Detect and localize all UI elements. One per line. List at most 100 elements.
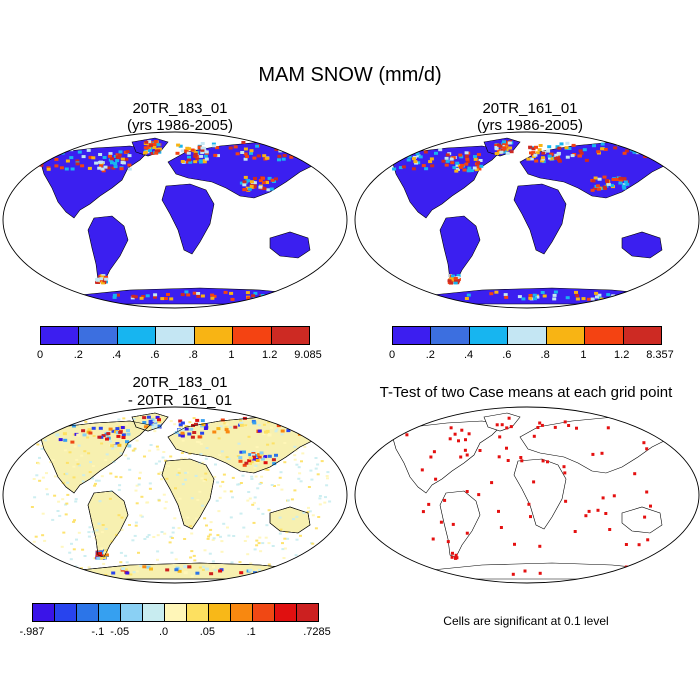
diff-cell <box>53 475 57 478</box>
snow-cell <box>533 297 537 301</box>
snow-cell <box>456 279 461 283</box>
colorbar-tick-label: -.1 <box>91 626 105 638</box>
diff-cell <box>132 571 136 574</box>
diff-cell <box>246 499 250 502</box>
diff-cell <box>170 551 174 554</box>
snow-cell <box>253 291 258 295</box>
diff-cell <box>272 462 277 466</box>
diff-cell <box>157 424 162 428</box>
diff-cell <box>154 419 159 423</box>
snow-cell <box>610 183 615 187</box>
diff-cell <box>15 424 20 428</box>
diff-cell <box>110 444 115 448</box>
diff-cell <box>178 497 182 500</box>
snow-cell <box>199 160 203 164</box>
snow-cell <box>508 146 513 150</box>
diff-cell <box>271 458 276 462</box>
diff-cell <box>251 453 255 457</box>
snow-cell <box>110 157 115 161</box>
diff-cell <box>242 526 246 529</box>
snow-cell <box>25 162 30 166</box>
snow-cell <box>151 142 156 146</box>
snow-cell <box>622 186 627 190</box>
snow-cell <box>622 297 626 301</box>
snow-cell <box>164 297 168 300</box>
significant-cell <box>451 551 454 555</box>
diff-cell <box>211 539 215 541</box>
diff-cell <box>237 442 241 445</box>
diff-cell <box>204 472 208 475</box>
snow-cell <box>503 293 508 297</box>
diff-cell <box>120 426 125 429</box>
snow-cell <box>479 164 484 168</box>
snow-cell <box>127 167 132 171</box>
diff-cell <box>199 453 203 455</box>
diff-cell <box>211 560 215 563</box>
snow-cell <box>636 146 640 150</box>
diff-cell <box>197 441 201 444</box>
diff-cell <box>73 519 76 522</box>
snow-cell <box>595 295 599 299</box>
snow-cell <box>196 292 201 295</box>
snow-cell <box>193 152 198 156</box>
snow-cell <box>204 157 209 161</box>
diff-cell <box>41 567 45 570</box>
diff-cell <box>315 573 319 576</box>
snow-cell <box>187 155 191 159</box>
diff-cell <box>38 560 42 563</box>
diff-cell <box>142 416 147 420</box>
diff-cell <box>295 538 299 541</box>
diff-cell <box>167 465 170 468</box>
diff-cell <box>82 433 87 437</box>
diff-cell <box>203 427 208 430</box>
snow-cell <box>70 167 75 171</box>
snow-cell <box>579 151 584 155</box>
snow-cell <box>150 151 155 155</box>
diff-cell <box>254 569 258 572</box>
snow-cell <box>193 160 198 164</box>
colorbar-box <box>431 327 470 344</box>
snow-cell <box>289 155 294 159</box>
snow-cell <box>575 297 580 301</box>
snow-cell <box>150 141 155 145</box>
snow-cell <box>143 146 148 150</box>
snow-cell <box>564 146 569 150</box>
diff-cell <box>314 467 318 470</box>
snow-cell <box>618 176 623 180</box>
snow-cell <box>476 153 481 157</box>
snow-cell <box>650 155 655 159</box>
snow-cell <box>103 165 108 169</box>
diff-cell <box>27 427 32 431</box>
snow-cell <box>145 294 150 298</box>
diff-cell <box>290 416 295 420</box>
panel-difference-title-line2: - 20TR_161_01 <box>127 392 233 409</box>
diff-cell <box>56 510 60 512</box>
diff-cell <box>190 550 194 553</box>
snow-cell <box>241 141 246 144</box>
significant-cell <box>563 471 567 475</box>
diff-cell <box>84 423 88 426</box>
snow-cell <box>96 281 101 284</box>
diff-cell <box>142 565 147 569</box>
snow-cell <box>441 159 446 163</box>
diff-cell <box>97 435 102 439</box>
snow-cell <box>584 158 589 162</box>
diff-cell <box>293 445 297 448</box>
significant-cell <box>463 448 467 452</box>
snow-cell <box>590 297 595 301</box>
snow-cell <box>262 187 267 191</box>
snow-cell <box>26 162 31 165</box>
diff-cell <box>283 461 287 464</box>
snow-cell <box>466 169 471 173</box>
snow-cell <box>622 151 627 155</box>
diff-cell <box>259 481 263 484</box>
significant-cell <box>538 421 542 425</box>
snow-cell <box>595 184 600 188</box>
diff-cell <box>184 425 189 428</box>
snow-cell <box>547 154 552 158</box>
diff-cell <box>40 572 44 575</box>
snow-cell <box>47 153 52 157</box>
significant-cell <box>439 520 443 524</box>
diff-cell <box>246 553 250 556</box>
diff-cell <box>156 558 159 561</box>
